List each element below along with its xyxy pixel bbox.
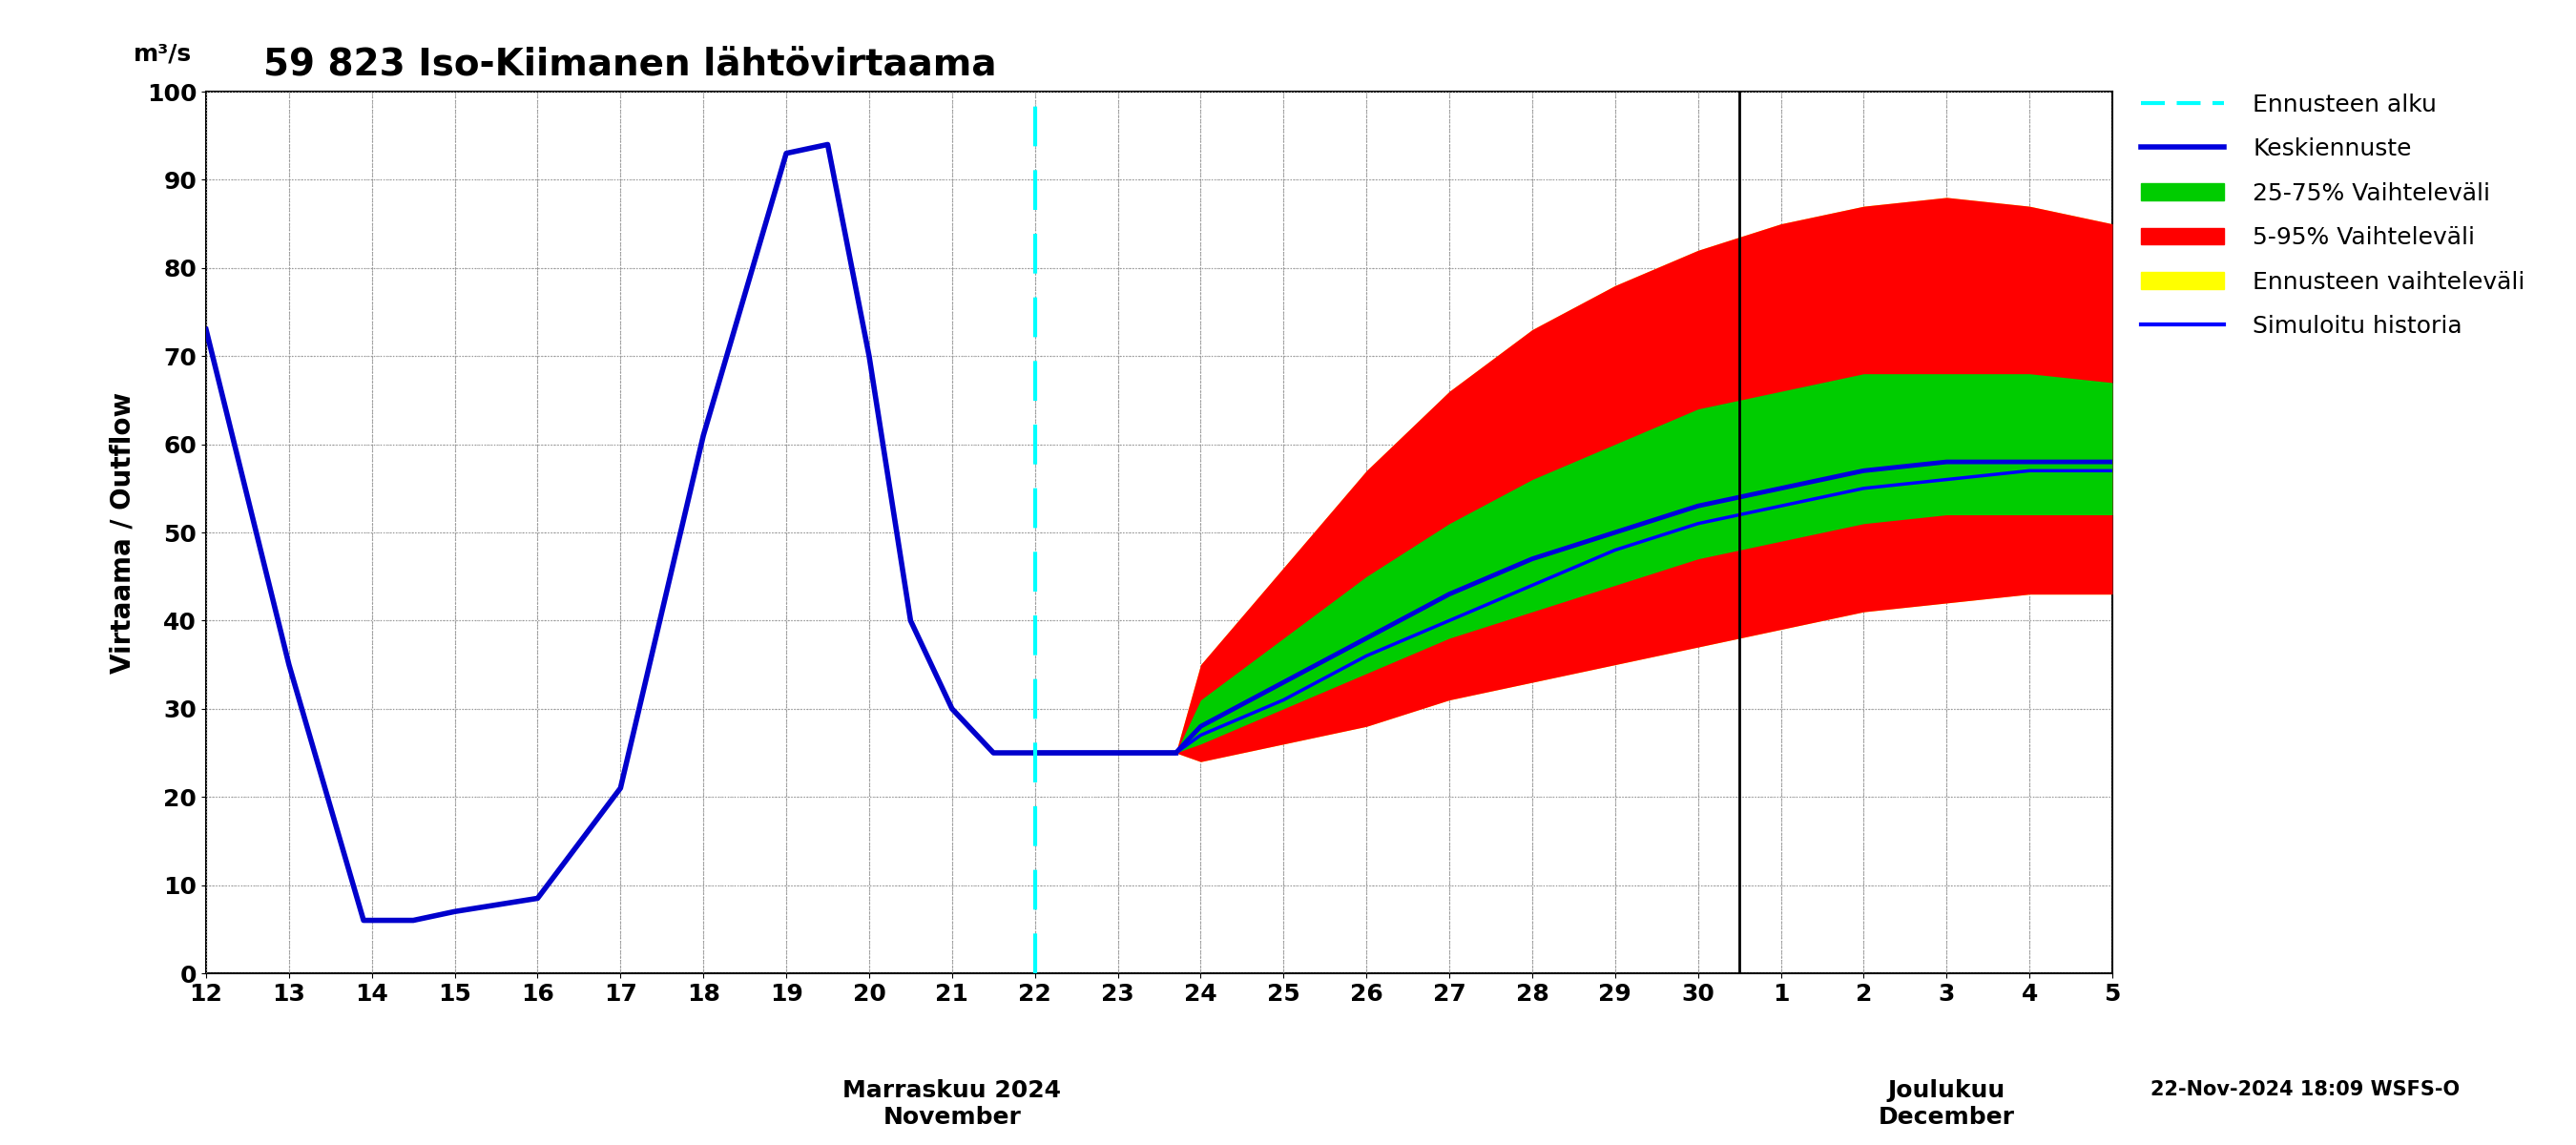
Text: Marraskuu 2024
November: Marraskuu 2024 November (842, 1079, 1061, 1129)
Text: Joulukuu
December: Joulukuu December (1878, 1079, 2014, 1129)
Legend: Ennusteen alku, Keskiennuste, 25-75% Vaihteleväli, 5-95% Vaihteleväli, Ennusteen: Ennusteen alku, Keskiennuste, 25-75% Vai… (2133, 86, 2532, 345)
Text: m³/s: m³/s (134, 42, 193, 65)
Text: 22-Nov-2024 18:09 WSFS-O: 22-Nov-2024 18:09 WSFS-O (2151, 1080, 2460, 1099)
Text: 59 823 Iso-Kiimanen lähtövirtaama: 59 823 Iso-Kiimanen lähtövirtaama (263, 47, 997, 84)
Y-axis label: Virtaama / Outflow: Virtaama / Outflow (108, 392, 137, 673)
